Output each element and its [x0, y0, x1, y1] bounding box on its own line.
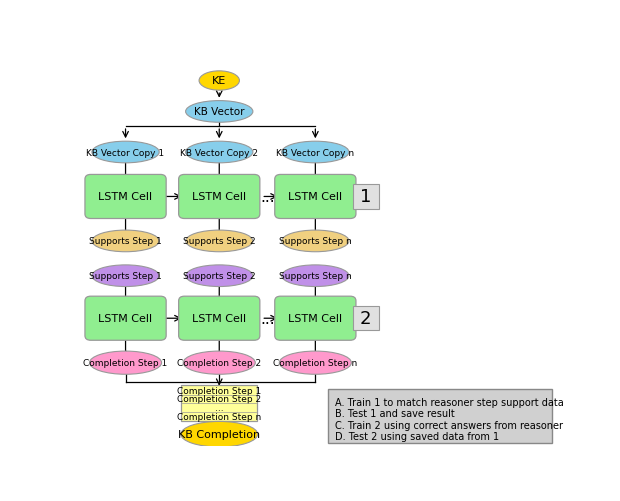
FancyBboxPatch shape	[275, 297, 356, 341]
Ellipse shape	[281, 142, 349, 163]
Ellipse shape	[281, 230, 349, 252]
Text: KB Vector: KB Vector	[194, 107, 244, 117]
Text: Supports Step 1: Supports Step 1	[89, 237, 162, 246]
Text: Supports Step 2: Supports Step 2	[183, 237, 255, 246]
Ellipse shape	[181, 421, 258, 447]
Text: Completion Step n: Completion Step n	[273, 358, 358, 367]
FancyBboxPatch shape	[329, 389, 552, 443]
Ellipse shape	[92, 230, 159, 252]
FancyBboxPatch shape	[179, 297, 260, 341]
Text: Supports Step 1: Supports Step 1	[89, 272, 162, 281]
Ellipse shape	[92, 266, 159, 287]
Text: Completion Step 2: Completion Step 2	[177, 395, 261, 404]
Text: Supports Step n: Supports Step n	[279, 272, 352, 281]
Text: Supports Step 2: Supports Step 2	[183, 272, 255, 281]
Text: LSTM Cell: LSTM Cell	[192, 314, 246, 324]
FancyBboxPatch shape	[85, 175, 166, 219]
Text: KB Vector Copy n: KB Vector Copy n	[277, 148, 355, 157]
Ellipse shape	[279, 351, 352, 375]
Text: LSTM Cell: LSTM Cell	[99, 314, 153, 324]
Text: 2: 2	[360, 310, 371, 328]
Text: KB Completion: KB Completion	[178, 429, 260, 439]
Ellipse shape	[281, 266, 349, 287]
Ellipse shape	[199, 72, 239, 91]
Text: Completion Step 1: Completion Step 1	[84, 358, 167, 367]
Text: 1: 1	[360, 188, 371, 206]
Text: Supports Step n: Supports Step n	[279, 237, 352, 246]
Text: LSTM Cell: LSTM Cell	[288, 314, 342, 324]
Text: ...: ...	[215, 403, 224, 412]
Ellipse shape	[185, 230, 253, 252]
Ellipse shape	[185, 266, 253, 287]
Text: ...: ...	[260, 311, 275, 326]
Text: B. Test 1 and save result: B. Test 1 and save result	[335, 408, 454, 418]
Ellipse shape	[184, 351, 255, 375]
Text: ...: ...	[260, 189, 275, 204]
FancyBboxPatch shape	[179, 175, 260, 219]
Text: LSTM Cell: LSTM Cell	[288, 192, 342, 202]
FancyBboxPatch shape	[181, 385, 257, 421]
Text: Completion Step n: Completion Step n	[177, 412, 262, 421]
Text: Completion Step 1: Completion Step 1	[177, 386, 262, 395]
Ellipse shape	[185, 142, 253, 163]
Text: LSTM Cell: LSTM Cell	[99, 192, 153, 202]
Ellipse shape	[185, 101, 253, 123]
Text: A. Train 1 to match reasoner step support data: A. Train 1 to match reasoner step suppor…	[335, 397, 564, 407]
Text: LSTM Cell: LSTM Cell	[192, 192, 246, 202]
FancyBboxPatch shape	[85, 297, 166, 341]
Ellipse shape	[92, 142, 159, 163]
FancyBboxPatch shape	[275, 175, 356, 219]
Text: KB Vector Copy 2: KB Vector Copy 2	[180, 148, 259, 157]
FancyBboxPatch shape	[353, 307, 379, 331]
Text: Completion Step 2: Completion Step 2	[177, 358, 261, 367]
Text: KB Vector Copy 1: KB Vector Copy 1	[86, 148, 165, 157]
FancyBboxPatch shape	[353, 185, 379, 209]
Text: KE: KE	[212, 76, 226, 86]
Text: D. Test 2 using saved data from 1: D. Test 2 using saved data from 1	[335, 432, 498, 441]
Ellipse shape	[89, 351, 162, 375]
Text: C. Train 2 using correct answers from reasoner: C. Train 2 using correct answers from re…	[335, 420, 562, 430]
